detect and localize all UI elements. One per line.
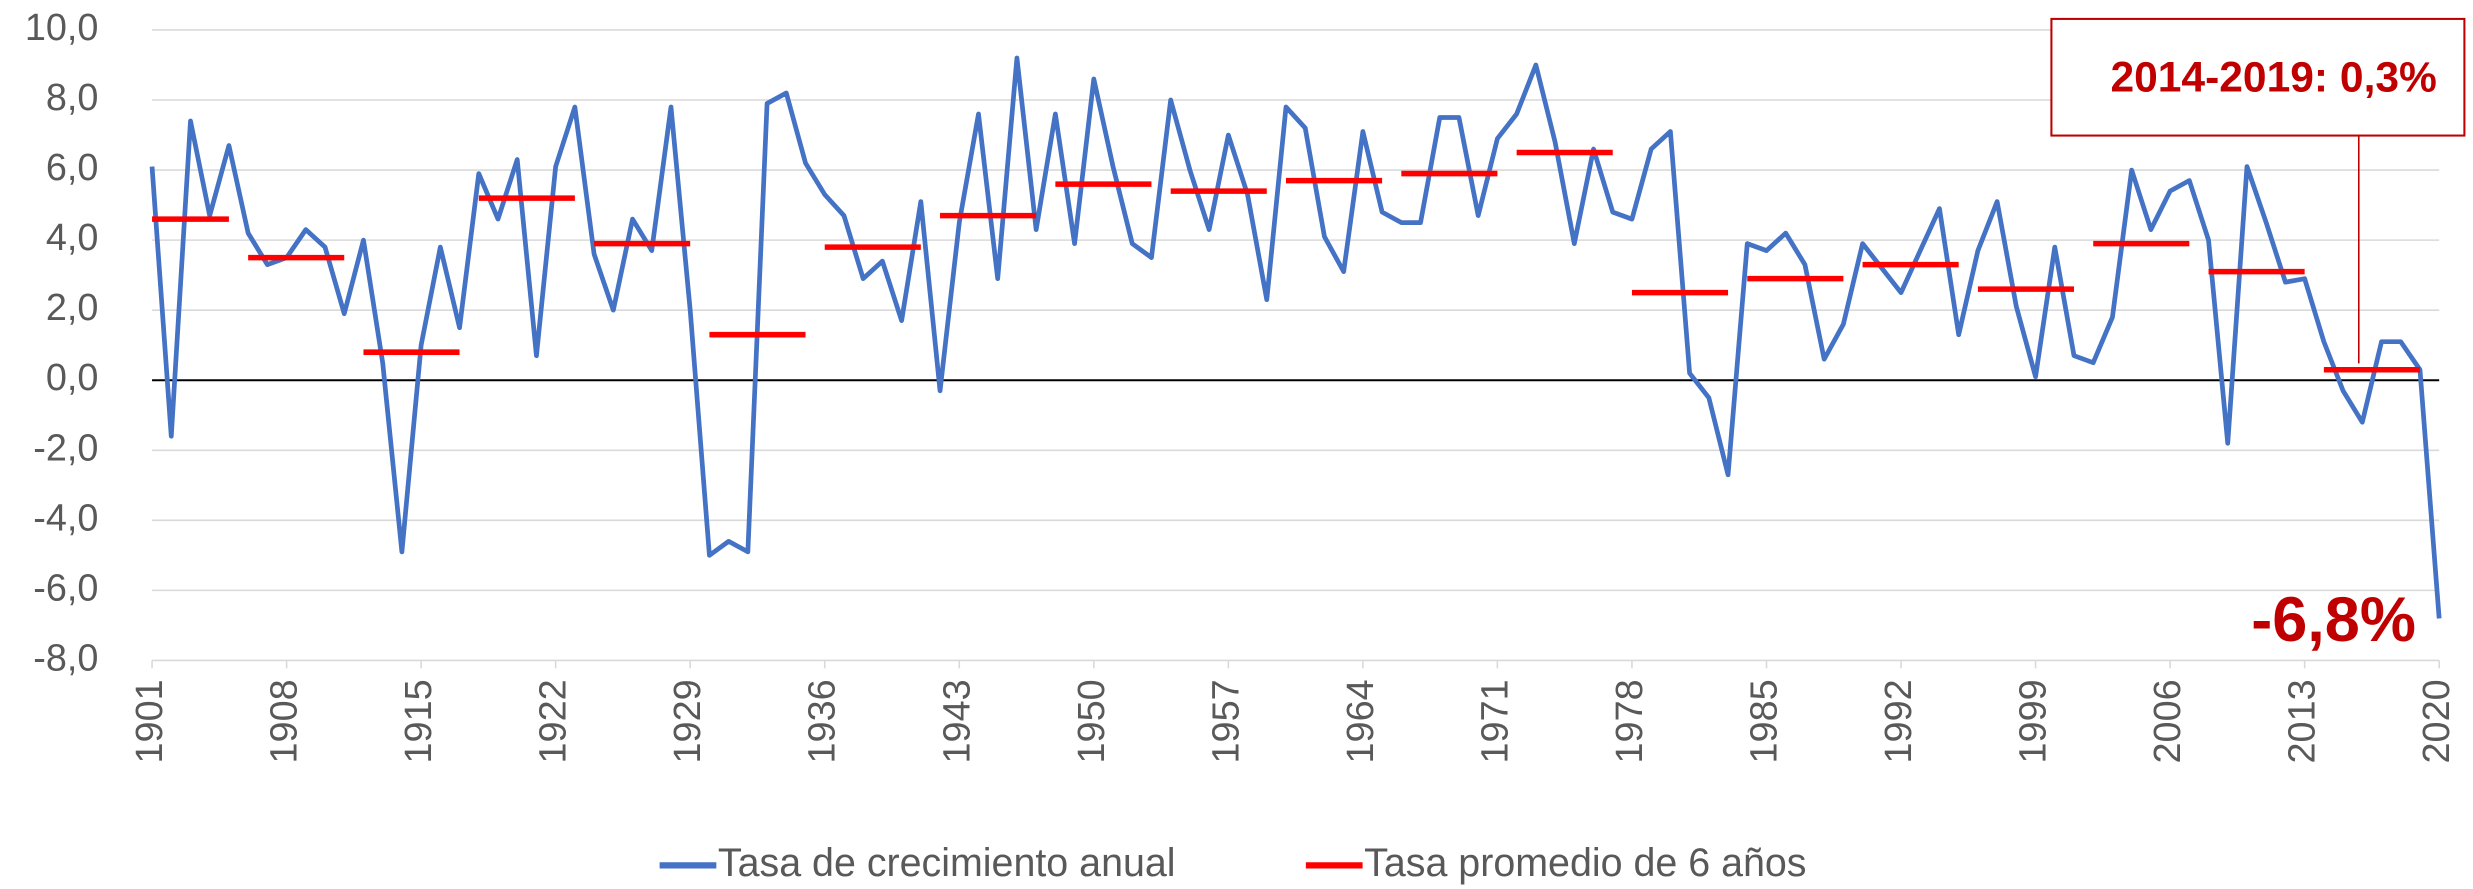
annotation-text: 2014-2019: 0,3%: [2110, 54, 2436, 102]
x-tick-label: 1978: [1609, 679, 1651, 763]
y-tick-label: 0,0: [46, 357, 99, 399]
x-tick-label: 1992: [1878, 679, 1920, 763]
y-tick-label: -4,0: [33, 497, 98, 539]
y-tick-label: 8,0: [46, 77, 99, 119]
y-tick-label: 10,0: [25, 7, 99, 49]
legend-label: Tasa promedio de 6 años: [1364, 841, 1806, 885]
x-tick-label: 1971: [1474, 679, 1516, 763]
y-tick-label: 6,0: [46, 147, 99, 189]
x-tick-label: 2013: [2282, 679, 2324, 763]
y-tick-label: -2,0: [33, 427, 98, 469]
y-tick-label: 2,0: [46, 287, 99, 329]
x-tick-label: 1943: [936, 679, 978, 763]
x-tick-label: 1929: [667, 679, 709, 763]
x-tick-label: 2006: [2147, 679, 2189, 763]
annotation-text: -6,8%: [2251, 585, 2416, 655]
y-tick-label: -6,0: [33, 567, 98, 609]
x-tick-label: 1985: [1743, 679, 1785, 763]
x-tick-label: 1901: [129, 679, 171, 763]
x-tick-label: 1950: [1071, 679, 1113, 763]
x-tick-label: 1922: [533, 679, 575, 763]
x-tick-label: 1915: [398, 679, 440, 763]
annotation-box: [2050, 17, 2466, 137]
x-tick-label: 1957: [1205, 679, 1247, 763]
x-tick-label: 2020: [2416, 679, 2458, 763]
x-tick-label: 1936: [802, 679, 844, 763]
x-tick-label: 1999: [2013, 679, 2055, 763]
y-tick-label: -8,0: [33, 637, 98, 679]
x-tick-label: 1964: [1340, 679, 1382, 763]
x-tick-label: 1908: [264, 679, 306, 763]
legend-label: Tasa de crecimiento anual: [718, 841, 1176, 885]
y-tick-label: 4,0: [46, 217, 99, 259]
series-line: [149, 55, 2442, 619]
